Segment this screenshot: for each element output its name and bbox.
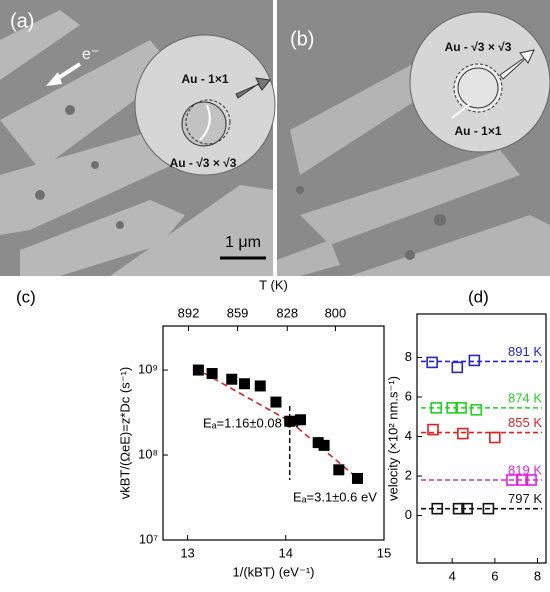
y-tick-label: 8	[405, 349, 412, 364]
marker	[427, 357, 437, 367]
y-tick-label: 10⁷	[139, 531, 158, 546]
marker	[471, 405, 481, 415]
inset-label: Au - √3 × √3	[170, 156, 237, 170]
marker	[255, 381, 265, 391]
x-tick-label: 14	[279, 545, 293, 560]
marker	[296, 415, 306, 425]
marker	[271, 397, 281, 407]
x-axis-label: 1/(kBT) (eV⁻¹)	[233, 564, 315, 579]
y-tick-label: 6	[405, 388, 412, 403]
panel-label: (a)	[10, 10, 34, 32]
marker	[352, 473, 362, 483]
marker	[207, 369, 217, 379]
y-tick-label: 10⁸	[138, 446, 158, 461]
marker	[240, 379, 250, 389]
x2-axis-label: T (K)	[259, 277, 288, 292]
marker	[319, 440, 329, 450]
x2-tick-label: 828	[276, 305, 298, 320]
inset-label: Au - 1×1	[454, 124, 501, 138]
y-axis-label: vkBT/(ΩeE)=z*Dc (s⁻¹)	[117, 367, 132, 500]
y-tick-label: 0	[405, 507, 412, 522]
marker	[458, 429, 468, 439]
x-tick-label: 15	[377, 545, 391, 560]
figure: (a) e⁻ Au - 1×1 Au - √3 × √3 1 μm (b) Au…	[0, 0, 550, 587]
x2-tick-label: 859	[227, 305, 249, 320]
marker	[469, 355, 479, 365]
series-label: 874 K	[508, 390, 542, 405]
series-label: 797 K	[508, 491, 542, 506]
x-tick-label: 13	[180, 545, 194, 560]
x2-tick-label: 892	[178, 305, 200, 320]
series-label: 891 K	[508, 344, 542, 359]
panel-label: (d)	[468, 287, 489, 306]
y-axis-label: velocity (×10² nm.s⁻¹)	[385, 376, 400, 501]
marker	[285, 416, 295, 426]
electron-label: e⁻	[82, 46, 99, 63]
panel-label: (c)	[16, 287, 36, 306]
series-label: 855 K	[508, 415, 542, 430]
inset-label: Au - √3 × √3	[445, 40, 512, 54]
y-tick-label: 10⁹	[138, 361, 158, 376]
marker	[334, 465, 344, 475]
inset-label: Au - 1×1	[181, 72, 228, 86]
page: {"panels": [ {"label": "(a)", "electron"…	[0, 0, 550, 587]
x2-tick-label: 800	[325, 305, 347, 320]
x-tick-label: 6	[491, 568, 498, 583]
y-tick-label: 4	[405, 428, 412, 443]
marker	[490, 433, 500, 443]
x-tick-label: 4	[449, 568, 456, 583]
marker	[227, 374, 237, 384]
plot-frame	[163, 326, 384, 540]
marker	[193, 365, 203, 375]
panel-label: (b)	[290, 28, 314, 50]
marker	[452, 362, 462, 372]
scale-bar-label: 1 μm	[225, 234, 261, 251]
y-tick-label: 2	[405, 467, 412, 482]
annotation: Eₐ=3.1±0.6 eV	[293, 489, 377, 504]
x-tick-label: 8	[534, 568, 541, 583]
